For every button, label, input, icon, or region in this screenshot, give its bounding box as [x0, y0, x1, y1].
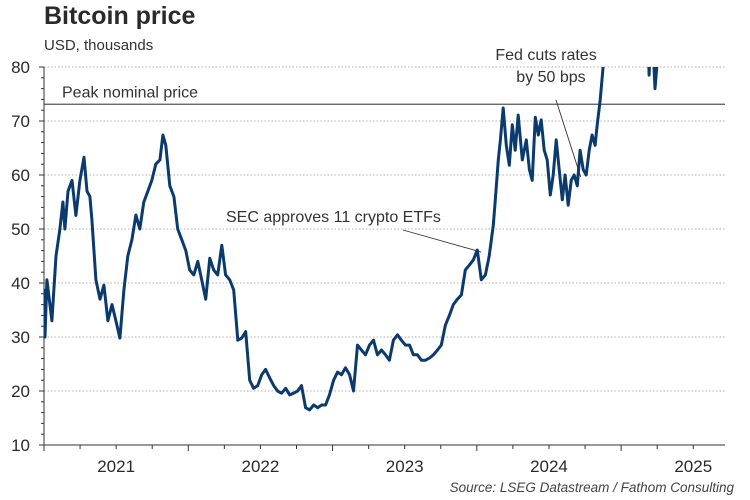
annotation-sec-etf: SEC approves 11 crypto ETFs [226, 209, 441, 226]
chart-title: Bitcoin price [44, 2, 196, 30]
x-tick-label: 2025 [674, 457, 712, 476]
annotation-fed-line2: by 50 bps [516, 69, 585, 86]
y-tick-label: 20 [11, 382, 30, 401]
reference-line-group: Peak nominal price [44, 84, 725, 105]
y-tick-label: 50 [11, 220, 30, 239]
series-group [44, 67, 659, 412]
annotation-fed-line1: Fed cuts rates [495, 47, 596, 64]
gridlines [44, 66, 725, 392]
annotation-pointer-fed [555, 99, 582, 178]
source-note: Source: LSEG Datastream / Fathom Consult… [449, 480, 734, 495]
y-tick-label: 80 [11, 58, 30, 77]
x-tick-label: 2024 [530, 457, 568, 476]
y-tick-label: 10 [11, 436, 30, 455]
y-axis: 10 20 30 40 50 60 70 80 [11, 58, 45, 455]
peak-price-label: Peak nominal price [62, 84, 198, 101]
annotation-pointer-sec-etf [402, 229, 482, 253]
x-axis: 2021 2022 2023 2024 2025 [43, 444, 725, 476]
series-line-bitcoin [44, 67, 659, 412]
x-tick-label: 2021 [97, 457, 135, 476]
chart-subtitle: USD, thousands [44, 37, 154, 54]
y-tick-label: 60 [11, 166, 30, 185]
x-tick-label: 2022 [242, 457, 280, 476]
y-tick-label: 70 [11, 112, 30, 131]
annotations: SEC approves 11 crypto ETFs Fed cuts rate… [226, 47, 597, 253]
x-tick-label: 2023 [386, 457, 424, 476]
y-tick-label: 40 [11, 274, 30, 293]
y-tick-label: 30 [11, 328, 30, 347]
